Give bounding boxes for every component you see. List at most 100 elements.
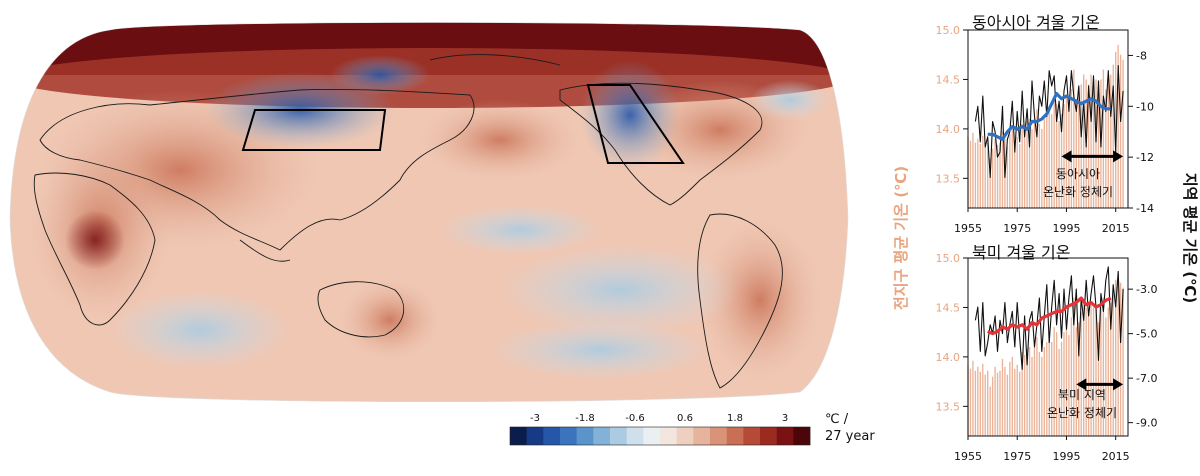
colorbar-cell [560,427,577,445]
global-temp-bar [1031,128,1033,208]
global-temp-bar [972,360,974,436]
left-tick-label: 14.0 [936,351,961,364]
global-temp-bar [972,132,974,208]
global-temp-bar [999,142,1001,208]
colorbar-cell [576,427,594,445]
global-temp-bar [1009,361,1011,436]
regional-temp-line [974,266,1124,370]
regional-trend-line [987,296,1112,336]
global-temp-bar [991,148,994,208]
annotation-east-asia-line2: 온난화 정체기 [1043,185,1113,199]
global-temp-bar [1041,356,1043,436]
global-temp-bar [1068,335,1070,436]
global-temp-bar [1060,114,1063,208]
global-temp-bar [979,143,981,208]
global-temp-bar [1058,120,1060,208]
global-temp-bar [1078,94,1080,208]
right-tick-label: -3.0 [1136,283,1157,296]
right-tick-label: -12 [1136,151,1154,164]
annotation-north-america-line1: 북미 지역 [1058,388,1106,402]
right-axis-title: 지역 평균 기온 (℃) [1181,173,1199,303]
colorbar-unit-line2: 27 year [825,429,875,444]
global-temp-bar [1097,94,1100,208]
global-temp-bar [1087,312,1090,436]
global-temp-bar [1051,342,1053,436]
global-temp-bar [1009,133,1011,208]
plot-frame [967,257,1129,437]
global-temp-bar [1092,307,1095,436]
x-tick-label: 1955 [954,222,982,235]
colorbar-unit-line1: ℃ / [825,412,849,427]
global-temp-bar [1001,358,1004,436]
global-temp-bar [1078,322,1080,436]
global-temp-bar [1006,374,1009,436]
global-temp-bar [1112,292,1114,436]
east-asia-box [241,109,387,151]
global-temp-bar [1105,317,1107,436]
left-axis-title: 전지구 평균 기온 (℃) [892,166,910,310]
global-temp-bar [1021,123,1023,208]
x-tick-label: 2015 [1102,222,1130,235]
global-temp-bar [1041,128,1043,208]
global-temp-bar [1055,332,1058,436]
colorbar-tick-label: 1.8 [727,413,743,424]
global-temp-bar [1019,143,1021,208]
global-temp-bar [969,140,972,208]
colorbar-tick-label: 0.6 [677,413,693,424]
left-tick-label: 14.0 [936,123,961,136]
colorbar-cell [693,427,711,445]
colorbar-cell [543,427,561,445]
global-temp-bar [1001,130,1004,208]
colorbar-tick-label: 3 [782,413,788,424]
global-temp-bar [1122,59,1124,208]
global-temp-bar [999,370,1001,436]
global-temp-bar [1026,120,1028,208]
global-temp-bar [1048,109,1050,208]
regional-trend-line [987,91,1111,141]
colorbar-cell [760,427,777,445]
colorbar-cell [643,427,661,445]
global-temp-bar [1014,140,1016,208]
colorbar-cell [743,427,761,445]
global-temp-bar [1102,69,1105,208]
world-temperature-trend-map [9,22,849,403]
colorbar-cell [793,427,811,445]
global-temp-bar [984,146,986,208]
global-temp-bar [1063,332,1065,436]
global-temp-bar [1060,342,1063,436]
global-temp-bar [1065,322,1068,436]
global-temp-bar [1033,347,1036,436]
global-temp-bar [1102,297,1105,436]
x-tick-label: 1995 [1052,222,1080,235]
global-temp-bar [989,158,991,208]
global-temp-bar [1080,312,1082,436]
global-temp-bar [1107,307,1109,436]
global-temp-bar [1075,99,1077,208]
right-tick-label: -5.0 [1136,328,1157,341]
x-tick-label: 1955 [954,450,982,463]
global-temp-bar [1014,368,1016,436]
global-temp-bar [982,135,984,208]
global-temp-bar [1115,51,1117,208]
colorbar-frame [509,426,811,446]
global-temp-bar [1065,94,1068,208]
global-temp-bar [1016,136,1018,208]
arrow-head-left [1076,378,1087,391]
global-temp-bar [1019,371,1021,436]
global-temp-bar [1011,128,1013,208]
global-temp-bar [1036,337,1038,436]
right-tick-label: -9.0 [1136,417,1157,430]
global-temp-bar [1073,69,1075,208]
left-tick-label: 15.0 [936,24,961,37]
global-temp-bar [984,374,986,436]
left-tick-label: 15.0 [936,252,961,265]
global-temp-bar [1097,322,1100,436]
plot-frame [967,29,1129,209]
global-temp-bar [1105,89,1107,208]
annotation-east-asia-line1: 동아시아 [1056,167,1100,181]
global-temp-bar [1016,364,1018,436]
colorbar-tick-labels: -3 -1.8 -0.6 0.6 1.8 3 [530,413,788,424]
north-america-winter-panel: 15.0 14.5 14.0 13.5 -3.0 -5.0 -7.0 -9.0 1955 1975… [936,243,1158,463]
global-temp-bar [1070,89,1073,208]
global-temp-bar [991,376,994,436]
